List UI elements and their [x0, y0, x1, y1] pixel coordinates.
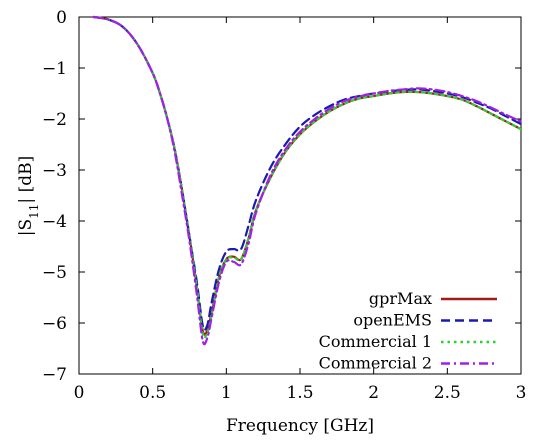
- legend-label-3: Commercial 1: [319, 332, 432, 351]
- series-line-3: [92, 15, 523, 339]
- y-tick-label: −5: [42, 263, 67, 283]
- plot-frame: [78, 16, 522, 375]
- legend-label-2: openEMS: [353, 311, 432, 330]
- x-tick-label: 1.5: [286, 383, 313, 403]
- legend-label-1: gprMax: [369, 289, 432, 308]
- series-line-4: [92, 15, 523, 346]
- legend-label-4: Commercial 2: [319, 354, 432, 373]
- x-tick-label: 0.5: [139, 383, 166, 403]
- series-line-2: [92, 15, 523, 331]
- x-axis-label: Frequency [GHz]: [226, 416, 374, 436]
- y-axis-label-tail: | [dB]: [16, 156, 36, 204]
- x-tick-label: 3: [516, 383, 527, 403]
- y-tick-label: −6: [42, 314, 67, 334]
- y-axis-label-main: |S: [16, 219, 36, 236]
- y-tick-label: 0: [56, 8, 67, 28]
- series-layer: [92, 15, 523, 346]
- x-tick-label: 2.5: [434, 383, 461, 403]
- x-tick-label: 2: [368, 383, 379, 403]
- y-tick-label: −7: [42, 365, 67, 385]
- y-tick-label: −1: [42, 59, 67, 79]
- y-tick-label: −4: [42, 212, 67, 232]
- y-tick-label: −3: [42, 161, 67, 181]
- x-tick-label: 0: [74, 383, 85, 403]
- y-axis-label: |S11| [dB]: [16, 156, 41, 236]
- legend: gprMax openEMS Commercial 1 Commercial 2: [319, 289, 497, 373]
- y-tick-label: −2: [42, 110, 67, 130]
- y-axis-label-subscript: 11: [27, 204, 41, 219]
- x-axis-ticks: 0 0.5 1 1.5 2 2.5 3: [74, 17, 527, 403]
- series-line-1: [92, 15, 523, 336]
- y-axis-ticks: 0 −1 −2 −3 −4 −5 −6 −7: [42, 8, 521, 385]
- x-tick-label: 1: [221, 383, 232, 403]
